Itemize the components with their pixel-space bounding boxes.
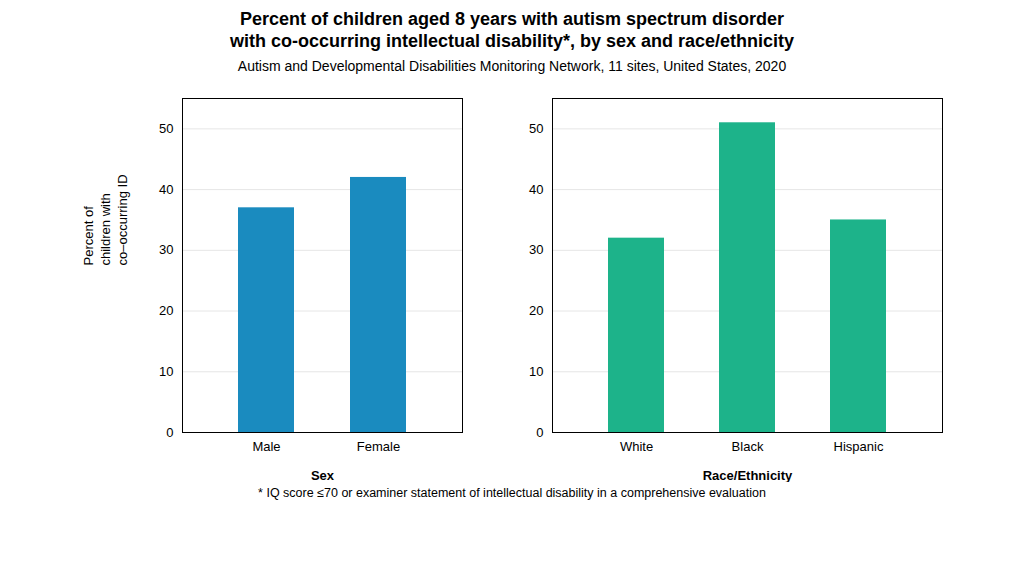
svg-text:Male: Male: [252, 439, 280, 454]
svg-text:50: 50: [159, 121, 173, 136]
svg-text:0: 0: [536, 425, 543, 440]
html-text:* IQ score ≤70 or examiner sta: * IQ score ≤70 or examiner statement of …: [258, 486, 766, 500]
svg-text:Hispanic: Hispanic: [834, 439, 884, 454]
html-text:Percent of children aged 8 yea: Percent of children aged 8 years with au…: [239, 9, 785, 29]
svg-text:10: 10: [159, 364, 173, 379]
svg-text:White: White: [620, 439, 653, 454]
svg-text:20: 20: [159, 303, 173, 318]
svg-text:10: 10: [529, 364, 543, 379]
svg-text:30: 30: [159, 242, 173, 257]
svg-text:Percent ofchildren withco–occu: Percent ofchildren withco–occurring ID: [81, 174, 130, 265]
html-text:with co-occurring intellectual: with co-occurring intellectual disabilit…: [229, 31, 795, 51]
svg-text:Sex: Sex: [311, 468, 335, 483]
svg-text:0: 0: [166, 425, 173, 440]
svg-text:30: 30: [529, 242, 543, 257]
svg-text:40: 40: [159, 182, 173, 197]
html-text:Autism and Developmental Disab: Autism and Developmental Disabilities Mo…: [237, 58, 787, 74]
svg-text:20: 20: [529, 303, 543, 318]
svg-text:40: 40: [529, 182, 543, 197]
svg-text:50: 50: [529, 121, 543, 136]
svg-text:Black: Black: [732, 439, 764, 454]
svg-text:Race/Ethnicity: Race/Ethnicity: [703, 468, 793, 483]
svg-text:Female: Female: [357, 439, 400, 454]
